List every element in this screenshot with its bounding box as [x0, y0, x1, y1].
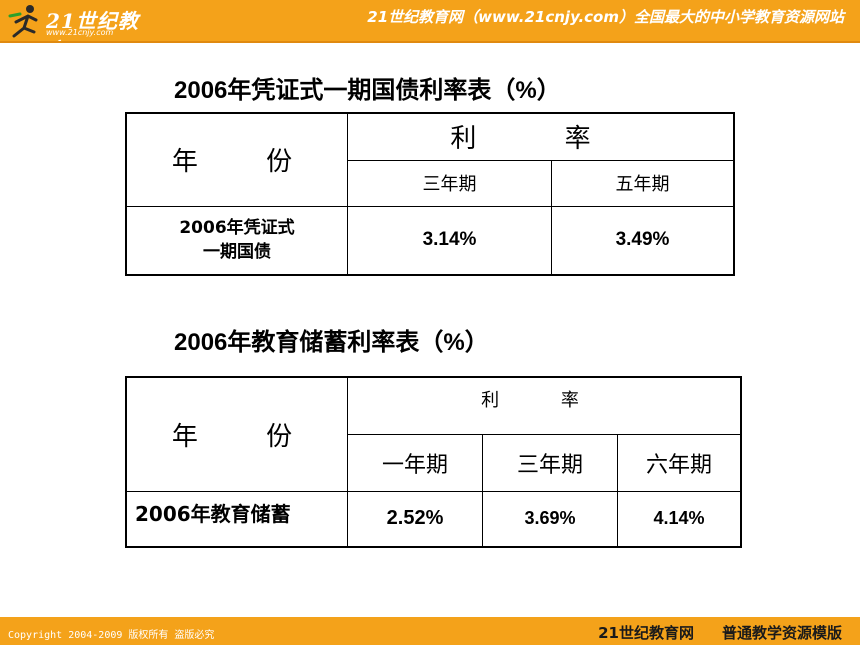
footer-bar: Copyright 2004-2009 版权所有 盗版必究 21世纪教育网 普通教…	[0, 617, 860, 645]
value-5yr: 3.49%	[551, 205, 735, 276]
footer-copyright: Copyright 2004-2009 版权所有 盗版必究	[8, 630, 215, 641]
table2-title: 2006年教育储蓄利率表（%）	[174, 329, 489, 356]
rate-header: 利 率	[347, 376, 742, 435]
value-6yr: 4.14%	[617, 490, 742, 548]
year-header: 年 份	[125, 376, 348, 492]
logo-text: 21世纪教育	[46, 9, 139, 62]
value-3yr: 3.69%	[482, 490, 618, 548]
row-label: 2006年教育储蓄	[125, 490, 348, 548]
value-1yr: 2.52%	[347, 490, 483, 548]
footer-brand-group: 21世纪教育网 普通教学资源模版	[598, 622, 842, 643]
header-slogan: 21世纪教育网（www.21cnjy.com）全国最大的中小学教育资源网站	[367, 8, 844, 26]
footer-template: 普通教学资源模版	[721, 624, 842, 642]
col-header-5yr: 五年期	[551, 159, 735, 207]
col-header-1yr: 一年期	[347, 433, 483, 492]
row-label: 2006年凭证式 一期国债	[125, 205, 348, 276]
row-label-line2: 一期国债	[203, 242, 271, 263]
footer-brand[interactable]: 21世纪教育网	[598, 624, 694, 642]
table1-title: 2006年凭证式一期国债利率表（%）	[174, 77, 561, 104]
col-header-3yr: 三年期	[482, 433, 618, 492]
year-header: 年 份	[125, 112, 348, 207]
row-label-line1: 2006年凭证式	[179, 218, 295, 239]
rate-header: 利 率	[347, 112, 735, 161]
site-logo[interactable]: 21世纪教育 www.21cnjy.com	[6, 2, 156, 62]
bond-rate-table: 年 份 利 率 三年期 五年期 2006年凭证式 一期国债 3.14% 3.49…	[125, 112, 735, 276]
col-header-3yr: 三年期	[347, 159, 552, 207]
runner-logo-icon	[8, 5, 38, 38]
header-bar: 21世纪教育 www.21cnjy.com 21世纪教育网（www.21cnjy…	[0, 0, 860, 62]
logo-url: www.21cnjy.com	[46, 28, 114, 37]
col-header-6yr: 六年期	[617, 433, 742, 492]
header-divider	[0, 41, 860, 43]
education-savings-table: 年 份 利 率 一年期 三年期 六年期 2006年教育储蓄 2.52% 3.69…	[125, 376, 742, 548]
value-3yr: 3.14%	[347, 205, 552, 276]
